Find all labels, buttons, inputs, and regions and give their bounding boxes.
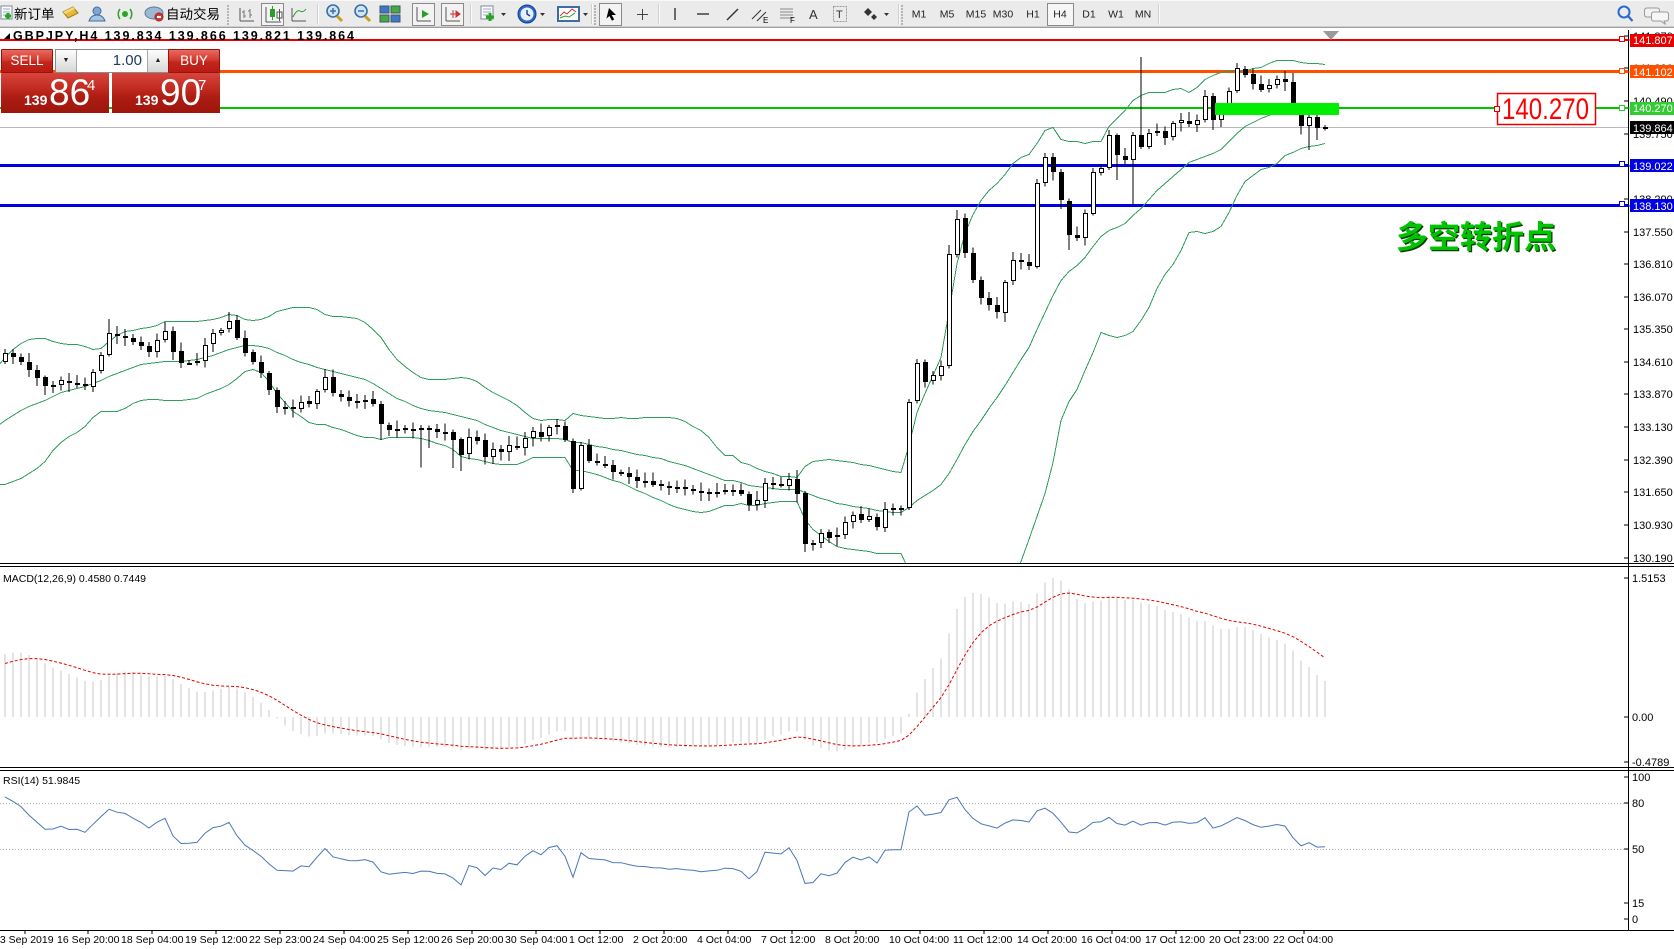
svg-text:GBPJPY,H4 139.834 139.866 139: GBPJPY,H4 139.834 139.866 139.821 139.86…	[13, 29, 354, 43]
svg-text:10 Oct 04:00: 10 Oct 04:00	[889, 934, 949, 946]
svg-text:1.5153: 1.5153	[1632, 573, 1666, 585]
svg-text:H4: H4	[1053, 9, 1067, 21]
svg-text:140.270: 140.270	[1502, 93, 1589, 126]
svg-text:18 Sep 04:00: 18 Sep 04:00	[121, 934, 184, 946]
svg-text:135.350: 135.350	[1633, 324, 1673, 336]
svg-text:4 Oct 04:00: 4 Oct 04:00	[697, 934, 751, 946]
svg-text:0: 0	[1632, 914, 1638, 926]
svg-text:A: A	[809, 7, 818, 22]
svg-text:140.270: 140.270	[1633, 103, 1673, 115]
svg-text:M1: M1	[912, 9, 927, 21]
svg-text:80: 80	[1632, 798, 1644, 810]
svg-text:138.130: 138.130	[1633, 201, 1673, 213]
svg-text:26 Sep 20:00: 26 Sep 20:00	[441, 934, 504, 946]
svg-text:8 Oct 20:00: 8 Oct 20:00	[825, 934, 879, 946]
svg-text:131.650: 131.650	[1633, 487, 1673, 499]
svg-text:132.390: 132.390	[1633, 455, 1673, 467]
svg-text:M5: M5	[940, 9, 955, 21]
svg-text:W1: W1	[1108, 9, 1124, 21]
svg-text:MN: MN	[1135, 9, 1151, 21]
svg-text:20 Oct 23:00: 20 Oct 23:00	[1209, 934, 1269, 946]
svg-text:141.102: 141.102	[1633, 67, 1673, 79]
svg-text:19 Sep 12:00: 19 Sep 12:00	[185, 934, 248, 946]
svg-text:17 Oct 12:00: 17 Oct 12:00	[1145, 934, 1205, 946]
svg-text:MACD(12,26,9) 0.4580 0.7449: MACD(12,26,9) 0.4580 0.7449	[3, 573, 146, 585]
svg-text:22 Oct 04:00: 22 Oct 04:00	[1273, 934, 1333, 946]
svg-text:13 Sep 2019: 13 Sep 2019	[0, 934, 54, 946]
svg-text:-0.4789: -0.4789	[1632, 757, 1669, 769]
svg-text:2 Oct 20:00: 2 Oct 20:00	[633, 934, 687, 946]
svg-text:E: E	[763, 16, 768, 25]
svg-text:130.930: 130.930	[1633, 520, 1673, 532]
svg-text:141.807: 141.807	[1633, 35, 1673, 47]
svg-text:7 Oct 12:00: 7 Oct 12:00	[761, 934, 815, 946]
svg-text:M15: M15	[966, 9, 987, 21]
svg-text:14 Oct 20:00: 14 Oct 20:00	[1017, 934, 1077, 946]
svg-text:136.070: 136.070	[1633, 292, 1673, 304]
svg-text:M30: M30	[993, 9, 1014, 21]
svg-text:30 Sep 04:00: 30 Sep 04:00	[505, 934, 568, 946]
svg-text:F: F	[790, 16, 795, 25]
svg-text:0.00: 0.00	[1632, 712, 1653, 724]
svg-text:133.870: 133.870	[1633, 389, 1673, 401]
svg-text:11 Oct 12:00: 11 Oct 12:00	[953, 934, 1013, 946]
svg-text:T: T	[836, 9, 843, 21]
svg-text:137.550: 137.550	[1633, 227, 1673, 239]
svg-text:H1: H1	[1026, 9, 1040, 21]
svg-text:RSI(14) 51.9845: RSI(14) 51.9845	[3, 775, 80, 787]
svg-text:50: 50	[1632, 844, 1644, 856]
svg-text:16 Sep 20:00: 16 Sep 20:00	[57, 934, 120, 946]
svg-text:22 Sep 23:00: 22 Sep 23:00	[249, 934, 312, 946]
svg-text:136.810: 136.810	[1633, 259, 1673, 271]
svg-text:134.610: 134.610	[1633, 357, 1673, 369]
svg-text:24 Sep 04:00: 24 Sep 04:00	[313, 934, 376, 946]
svg-text:100: 100	[1632, 772, 1650, 784]
svg-text:25 Sep 12:00: 25 Sep 12:00	[377, 934, 440, 946]
svg-text:16 Oct 04:00: 16 Oct 04:00	[1081, 934, 1141, 946]
svg-text:15: 15	[1632, 898, 1644, 910]
svg-text:133.130: 133.130	[1633, 422, 1673, 434]
svg-text:1 Oct 12:00: 1 Oct 12:00	[569, 934, 623, 946]
svg-text:139.022: 139.022	[1633, 161, 1673, 173]
svg-text:130.190: 130.190	[1633, 553, 1673, 565]
svg-text:D1: D1	[1082, 9, 1096, 21]
svg-text:139.864: 139.864	[1633, 123, 1673, 135]
